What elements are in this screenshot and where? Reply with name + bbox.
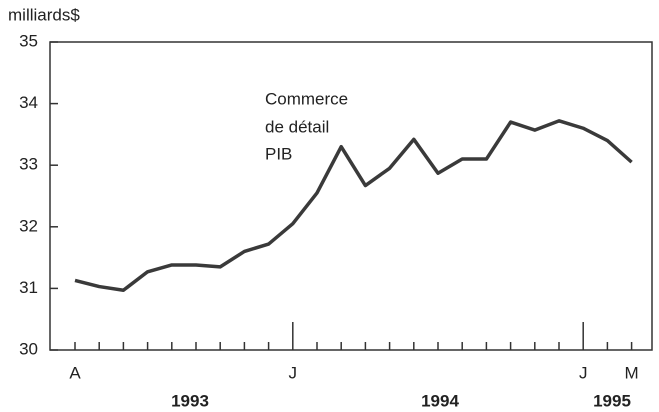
- y-axis-label: milliards$: [8, 5, 80, 24]
- year-label: 1994: [421, 391, 459, 410]
- x-tick-label: J: [289, 363, 298, 382]
- annotation: PIB: [265, 144, 292, 163]
- annotation: de détail: [265, 117, 329, 136]
- plot-frame: [49, 41, 653, 351]
- x-tick-label: A: [69, 363, 81, 382]
- x-tick-label: M: [625, 363, 639, 382]
- y-tick-label: 32: [19, 216, 38, 235]
- y-tick-label: 33: [19, 155, 38, 174]
- year-label: 1995: [593, 391, 631, 410]
- data-line: [74, 119, 633, 292]
- x-tick-label: J: [579, 363, 588, 382]
- y-tick-label: 31: [19, 278, 38, 297]
- annotation: Commerce: [265, 89, 348, 108]
- y-tick-label: 34: [19, 93, 38, 112]
- y-tick-label: 30: [19, 339, 38, 358]
- y-tick-label: 35: [19, 31, 38, 50]
- year-label: 1993: [171, 391, 209, 410]
